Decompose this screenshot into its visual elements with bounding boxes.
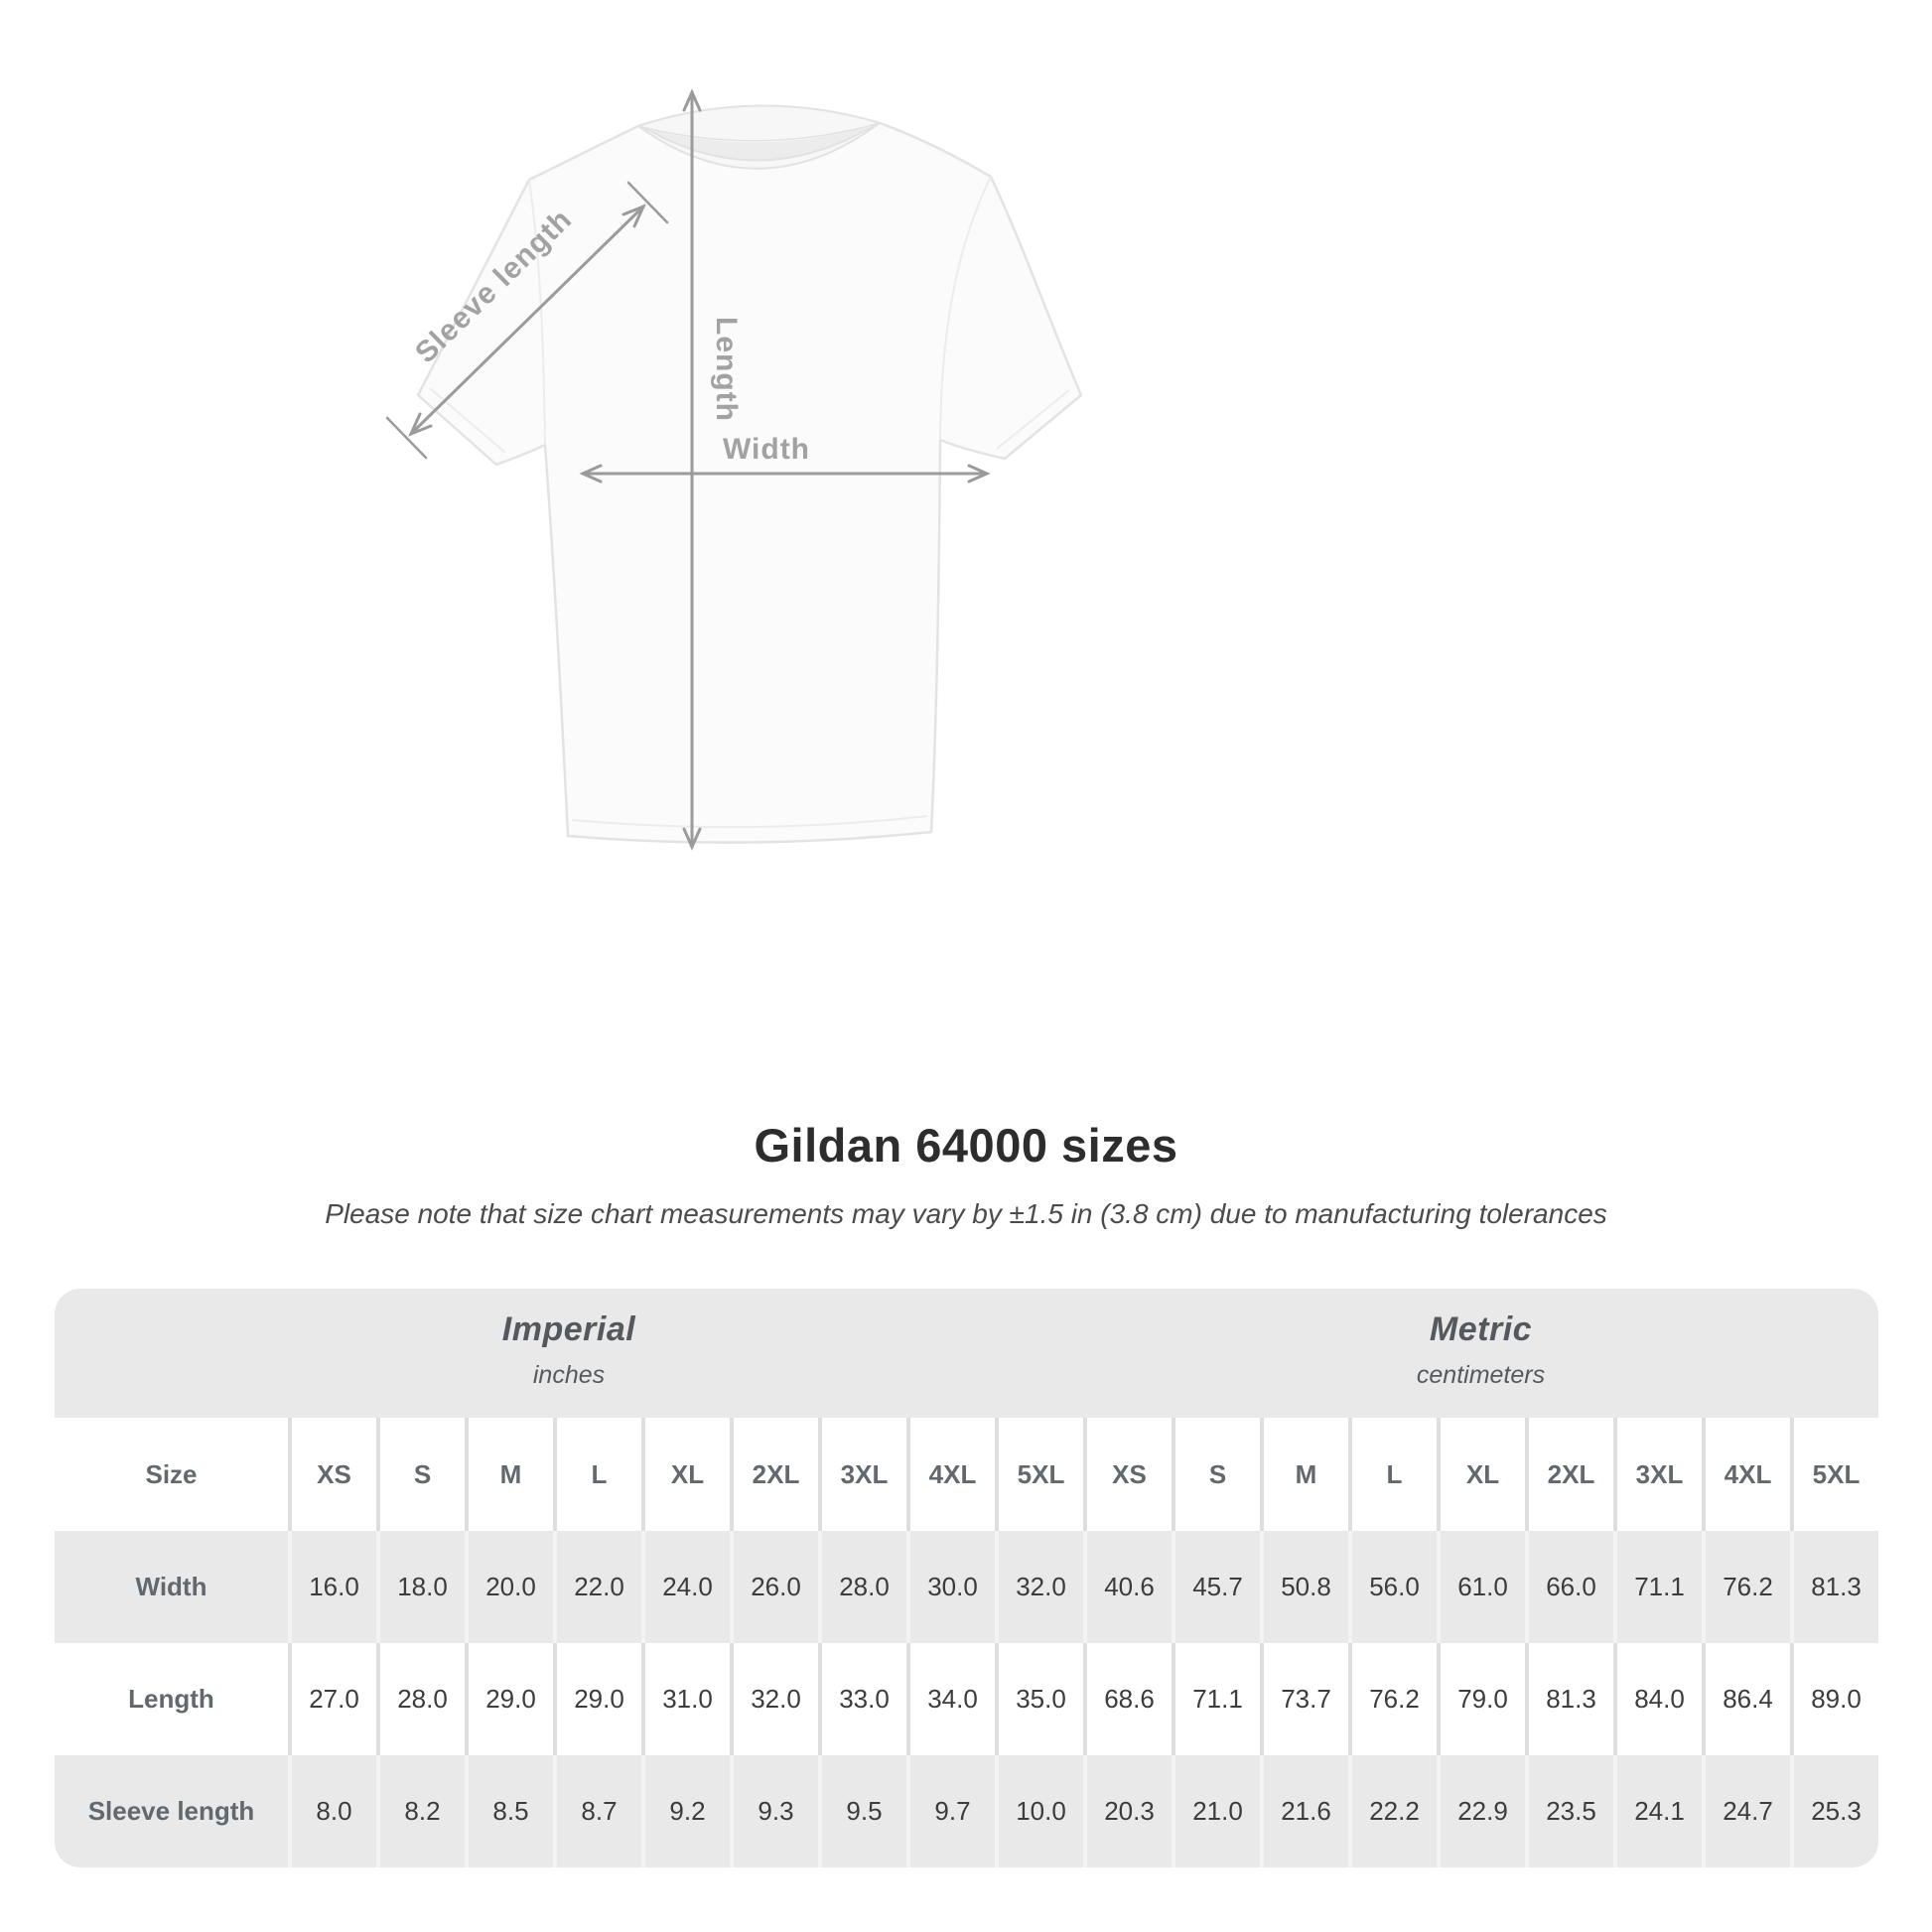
measurement-value-cell: 9.3 bbox=[730, 1755, 818, 1867]
width-label: Width bbox=[723, 433, 810, 466]
measurement-value-cell: 33.0 bbox=[818, 1643, 906, 1755]
page-title: Gildan 64000 sizes bbox=[754, 1119, 1178, 1172]
metric-group-header: Metric centimeters bbox=[1083, 1311, 1878, 1390]
length-arrow bbox=[682, 88, 702, 851]
size-column-header: 5XL bbox=[995, 1418, 1083, 1531]
measurement-row-label: Sleeve length bbox=[55, 1755, 288, 1867]
measurement-value-cell: 29.0 bbox=[465, 1643, 553, 1755]
tshirt-measurement-diagram: Sleeve length Length Width bbox=[385, 88, 1083, 851]
measurement-value-cell: 24.1 bbox=[1613, 1755, 1702, 1867]
measurement-value-cell: 9.2 bbox=[641, 1755, 730, 1867]
measurement-value-cell: 20.0 bbox=[465, 1531, 553, 1643]
size-header-cell: Size bbox=[55, 1418, 288, 1531]
unit-group-band: Imperial inches Metric centimeters bbox=[55, 1289, 1878, 1418]
measurement-value-cell: 50.8 bbox=[1260, 1531, 1348, 1643]
measurement-value-cell: 9.7 bbox=[906, 1755, 995, 1867]
measurement-value-cell: 66.0 bbox=[1525, 1531, 1613, 1643]
size-column-header: 5XL bbox=[1790, 1418, 1878, 1531]
measurement-value-cell: 45.7 bbox=[1172, 1531, 1260, 1643]
sleeve-length-arrow bbox=[385, 181, 669, 460]
measurement-value-cell: 22.9 bbox=[1437, 1755, 1525, 1867]
size-column-header: XS bbox=[1083, 1418, 1172, 1531]
size-column-header: 4XL bbox=[1702, 1418, 1790, 1531]
measurement-value-cell: 86.4 bbox=[1702, 1643, 1790, 1755]
imperial-group-unit: inches bbox=[532, 1361, 606, 1389]
size-column-header: 2XL bbox=[730, 1418, 818, 1531]
size-chart-table: Imperial inches Metric centimeters Size X… bbox=[55, 1289, 1878, 1867]
measurement-value-cell: 8.2 bbox=[376, 1755, 465, 1867]
measurement-value-cell: 21.0 bbox=[1172, 1755, 1260, 1867]
measurement-value-cell: 9.5 bbox=[818, 1755, 906, 1867]
measurement-value-cell: 76.2 bbox=[1702, 1531, 1790, 1643]
width-arrow bbox=[579, 464, 991, 483]
size-column-header: 2XL bbox=[1525, 1418, 1613, 1531]
measurement-value-cell: 89.0 bbox=[1790, 1643, 1878, 1755]
measurement-value-cell: 79.0 bbox=[1437, 1643, 1525, 1755]
measurement-value-cell: 61.0 bbox=[1437, 1531, 1525, 1643]
measurement-value-cell: 34.0 bbox=[906, 1643, 995, 1755]
measurement-value-cell: 8.5 bbox=[465, 1755, 553, 1867]
front-collar-band bbox=[637, 122, 881, 170]
size-column-header: S bbox=[1172, 1418, 1260, 1531]
measurement-value-cell: 71.1 bbox=[1172, 1643, 1260, 1755]
measurement-value-cell: 76.2 bbox=[1348, 1643, 1437, 1755]
measurement-value-cell: 8.7 bbox=[553, 1755, 641, 1867]
measurement-value-cell: 24.7 bbox=[1702, 1755, 1790, 1867]
measurement-value-cell: 71.1 bbox=[1613, 1531, 1702, 1643]
measurement-value-cell: 73.7 bbox=[1260, 1643, 1348, 1755]
measurement-value-cell: 30.0 bbox=[906, 1531, 995, 1643]
size-column-header: XL bbox=[641, 1418, 730, 1531]
measurement-value-cell: 68.6 bbox=[1083, 1643, 1172, 1755]
measurement-value-cell: 24.0 bbox=[641, 1531, 730, 1643]
size-column-header: L bbox=[553, 1418, 641, 1531]
measurement-value-cell: 10.0 bbox=[995, 1755, 1083, 1867]
measurement-value-cell: 22.0 bbox=[553, 1531, 641, 1643]
imperial-group-header: Imperial inches bbox=[55, 1311, 1083, 1390]
size-column-header: 3XL bbox=[1613, 1418, 1702, 1531]
measurement-value-cell: 40.6 bbox=[1083, 1531, 1172, 1643]
measurement-value-cell: 32.0 bbox=[995, 1531, 1083, 1643]
measurement-value-cell: 29.0 bbox=[553, 1643, 641, 1755]
measurement-value-cell: 18.0 bbox=[376, 1531, 465, 1643]
measurement-value-cell: 81.3 bbox=[1790, 1531, 1878, 1643]
measurement-value-cell: 16.0 bbox=[288, 1531, 376, 1643]
measurement-value-cell: 56.0 bbox=[1348, 1531, 1437, 1643]
measurement-value-cell: 26.0 bbox=[730, 1531, 818, 1643]
measurement-value-cell: 28.0 bbox=[818, 1531, 906, 1643]
measurement-value-cell: 84.0 bbox=[1613, 1643, 1702, 1755]
size-column-header: M bbox=[465, 1418, 553, 1531]
seam-lines bbox=[429, 176, 1070, 829]
size-column-header: XS bbox=[288, 1418, 376, 1531]
size-column-header: M bbox=[1260, 1418, 1348, 1531]
measurement-value-cell: 32.0 bbox=[730, 1643, 818, 1755]
measurement-value-cell: 8.0 bbox=[288, 1755, 376, 1867]
metric-group-label: Metric bbox=[1429, 1311, 1533, 1348]
measurement-row-label: Length bbox=[55, 1643, 288, 1755]
length-label: Length bbox=[710, 317, 743, 422]
measurement-value-cell: 27.0 bbox=[288, 1643, 376, 1755]
imperial-group-label: Imperial bbox=[501, 1311, 636, 1348]
measurement-value-cell: 25.3 bbox=[1790, 1755, 1878, 1867]
measurement-value-cell: 20.3 bbox=[1083, 1755, 1172, 1867]
measurement-value-cell: 21.6 bbox=[1260, 1755, 1348, 1867]
measurement-value-cell: 31.0 bbox=[641, 1643, 730, 1755]
size-column-header: 3XL bbox=[818, 1418, 906, 1531]
measurement-value-cell: 23.5 bbox=[1525, 1755, 1613, 1867]
back-collar-band bbox=[635, 105, 883, 142]
tolerance-note: Please note that size chart measurements… bbox=[325, 1198, 1607, 1229]
size-column-header: 4XL bbox=[906, 1418, 995, 1531]
measurement-row-label: Width bbox=[55, 1531, 288, 1643]
size-column-header: XL bbox=[1437, 1418, 1525, 1531]
measurement-value-cell: 81.3 bbox=[1525, 1643, 1613, 1755]
size-column-header: L bbox=[1348, 1418, 1437, 1531]
measurement-value-cell: 28.0 bbox=[376, 1643, 465, 1755]
measurement-value-cell: 35.0 bbox=[995, 1643, 1083, 1755]
size-grid: Size XS S M L XL 2XL 3XL 4XL 5XL XS S M L XL 2XL 3XL 4XL 5… bbox=[55, 1418, 1878, 1867]
metric-group-unit: centimeters bbox=[1416, 1361, 1546, 1389]
measurement-value-cell: 22.2 bbox=[1348, 1755, 1437, 1867]
size-column-header: S bbox=[376, 1418, 465, 1531]
